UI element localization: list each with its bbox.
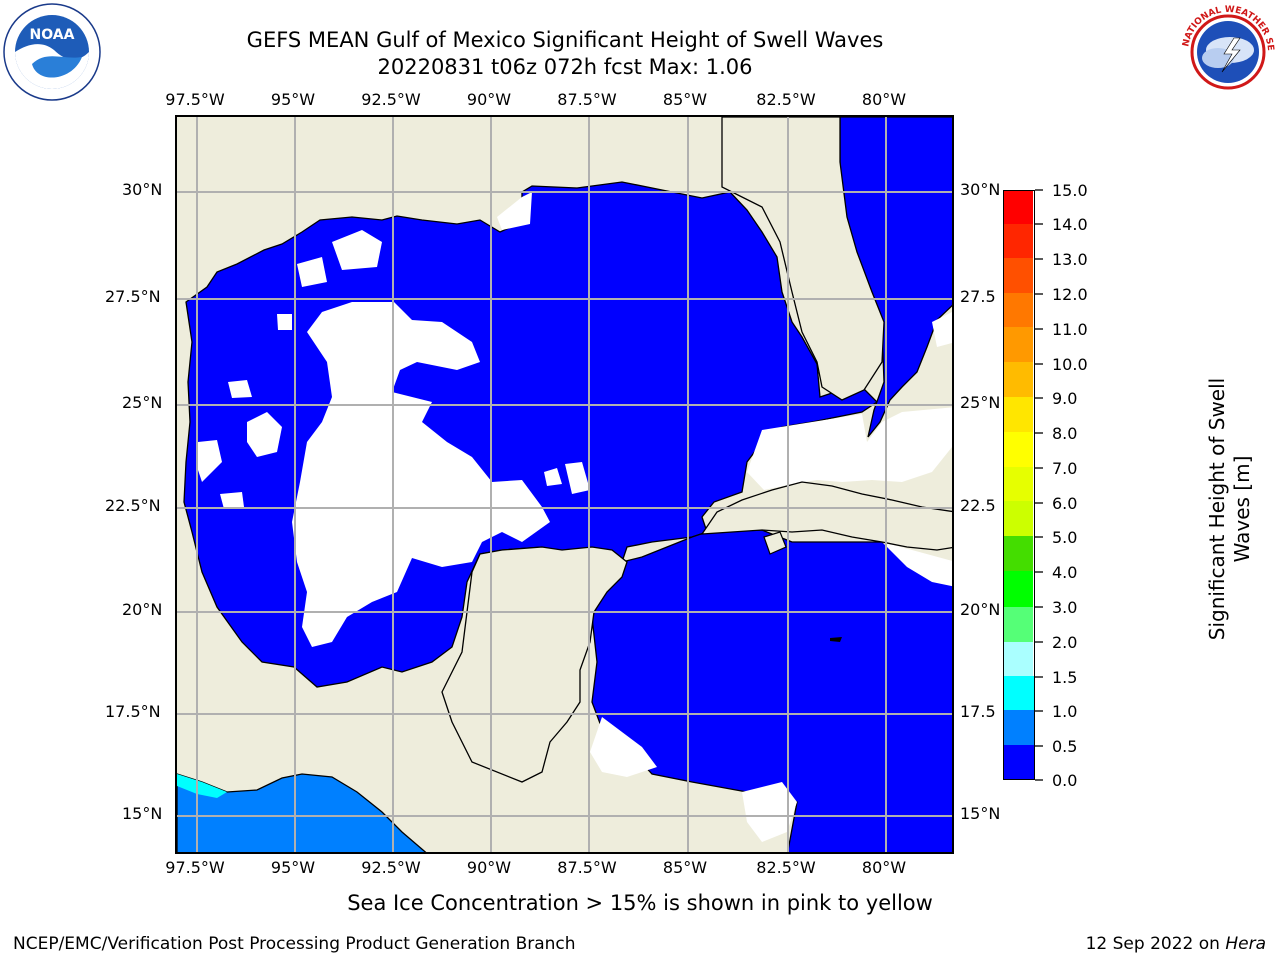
- footer-right: 12 Sep 2022 on Hera: [1086, 934, 1266, 954]
- lon-label-bottom: 90°W: [466, 858, 512, 877]
- colorbar-tick: 1.5: [1052, 668, 1078, 687]
- lon-label-bottom: 87.5°W: [557, 858, 617, 877]
- colorbar-band-blue: [1004, 710, 1034, 745]
- colorbar-tick: 15.0: [1052, 181, 1088, 200]
- sea-ice-note: Sea Ice Concentration > 15% is shown in …: [347, 891, 933, 915]
- cayman-island: [830, 637, 842, 642]
- footer-date: 12 Sep 2022 on: [1085, 934, 1226, 954]
- lat-label-right: 25°N: [960, 393, 1001, 412]
- lon-label-top: 95°W: [270, 90, 316, 109]
- colorbar-tick: 9.0: [1052, 389, 1078, 408]
- lat-label-right: 30°N: [960, 180, 1001, 199]
- cuba-land: [700, 481, 952, 551]
- lat-label-left: 27.5°N: [105, 287, 161, 306]
- lat-label-right: 15°N: [960, 804, 1001, 823]
- footer-left: NCEP/EMC/Verification Post Processing Pr…: [13, 934, 576, 954]
- map-title: GEFS MEAN Gulf of Mexico Significant Hei…: [246, 28, 884, 52]
- colorbar-tick: 2.0: [1052, 633, 1078, 652]
- colorbar-tick: 0.0: [1052, 771, 1078, 790]
- lat-label-left: 30°N: [122, 180, 163, 199]
- lat-label-right: 20°N: [960, 600, 1001, 619]
- lon-label-bottom: 85°W: [662, 858, 708, 877]
- footer-host: Hera: [1225, 934, 1266, 954]
- lon-label-top: 92.5°W: [361, 90, 421, 109]
- colorbar-tick: 8.0: [1052, 424, 1078, 443]
- map-svg: [177, 117, 952, 852]
- noaa-logo-text: NOAA: [30, 27, 75, 43]
- pacific-water-high: [177, 774, 227, 798]
- colorbar-tick: 5.0: [1052, 528, 1078, 547]
- lat-label-right: 22.5: [960, 496, 996, 515]
- yucatan-land: [441, 546, 628, 783]
- colorbar-bands: [1004, 191, 1033, 743]
- map-panel: [175, 115, 954, 854]
- colorbar-tick: 4.0: [1052, 563, 1078, 582]
- lon-label-bottom: 97.5°W: [165, 858, 225, 877]
- lon-label-bottom: 92.5°W: [361, 858, 421, 877]
- lat-label-left: 15°N: [122, 804, 163, 823]
- colorbar-tick: 3.0: [1052, 598, 1078, 617]
- lon-label-bottom: 95°W: [270, 858, 316, 877]
- lon-label-bottom: 82.5°W: [756, 858, 816, 877]
- lat-label-left: 22.5°N: [105, 496, 161, 515]
- lon-label-top: 85°W: [662, 90, 708, 109]
- noaa-logo-icon: NOAA: [2, 2, 102, 102]
- lon-label-top: 97.5°W: [165, 90, 225, 109]
- colorbar-band-cyan: [1004, 676, 1034, 710]
- colorbar-tick: 1.0: [1052, 702, 1078, 721]
- no-data-regions: [197, 192, 952, 842]
- map-gridlines: [177, 117, 952, 852]
- nws-logo-icon: NATIONAL WEATHER SERVICE: [1175, 0, 1278, 102]
- florida-land: [721, 117, 885, 401]
- colorbar-tick: 13.0: [1052, 250, 1088, 269]
- lon-label-bottom: 80°W: [861, 858, 907, 877]
- lon-label-top: 90°W: [466, 90, 512, 109]
- lon-label-top: 82.5°W: [756, 90, 816, 109]
- colorbar-band-navy: [1004, 745, 1034, 779]
- lat-label-right: 17.5: [960, 702, 996, 721]
- colorbar-tick: 12.0: [1052, 285, 1088, 304]
- lat-label-left: 17.5°N: [105, 702, 161, 721]
- colorbar-title: Significant Height of Swell Waves [m]: [1205, 377, 1254, 641]
- lon-label-top: 80°W: [861, 90, 907, 109]
- colorbar-tick-marks: [1035, 189, 1043, 781]
- lat-label-left: 20°N: [122, 600, 163, 619]
- colorbar-tick: 7.0: [1052, 459, 1078, 478]
- colorbar-tick: 10.0: [1052, 355, 1088, 374]
- island-land: [763, 531, 787, 555]
- colorbar-tick: 0.5: [1052, 737, 1078, 756]
- colorbar-tick: 11.0: [1052, 320, 1088, 339]
- lat-label-left: 25°N: [122, 393, 163, 412]
- lat-label-right: 27.5: [960, 287, 996, 306]
- map-subtitle: 20220831 t06z 072h fcst Max: 1.06: [377, 55, 753, 79]
- colorbar-tick: 6.0: [1052, 494, 1078, 513]
- lon-label-top: 87.5°W: [557, 90, 617, 109]
- colorbar-tick: 14.0: [1052, 215, 1088, 234]
